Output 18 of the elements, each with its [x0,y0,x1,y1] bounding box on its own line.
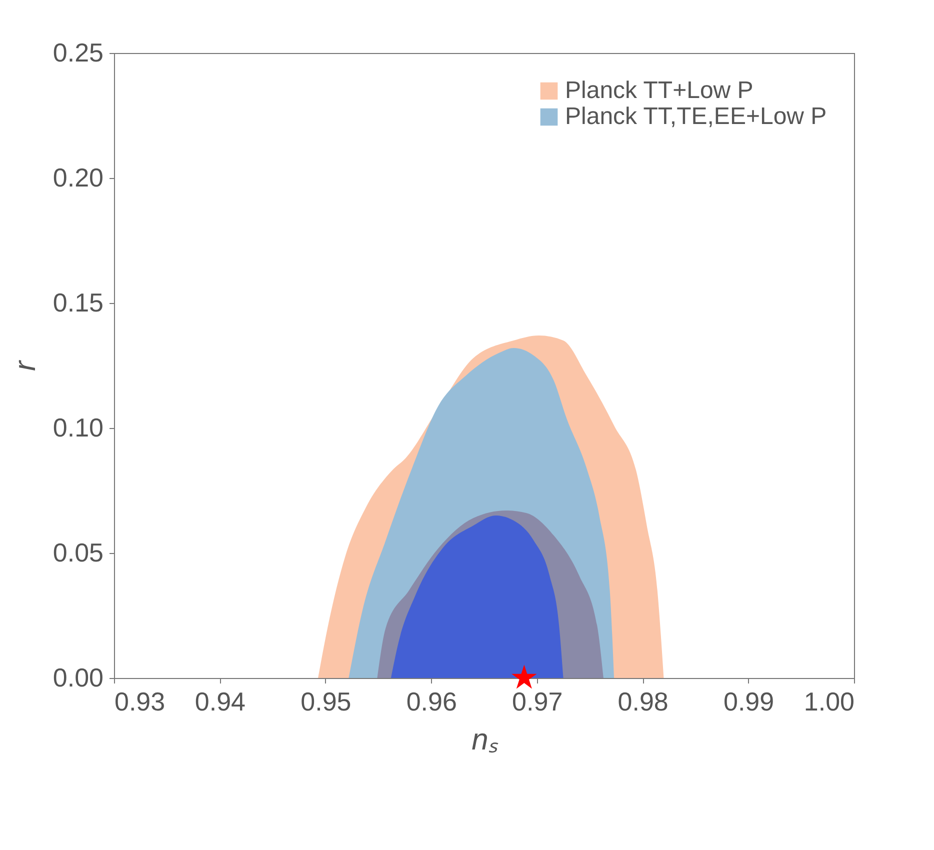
y-axis-title: r [8,360,42,371]
y-tick-label: 0.15 [52,288,104,318]
legend-label: Planck TT,TE,EE+Low P [565,103,827,130]
y-tick-label: 0.25 [52,38,104,68]
x-axis-title: nₛ [472,724,498,756]
x-tick-label: 1.00 [804,686,854,716]
x-tick-label: 0.97 [512,686,563,716]
y-tick-label: 0.10 [52,412,104,442]
x-tick-label: 0.99 [723,686,774,716]
x-tick-label: 0.95 [300,686,352,716]
x-tick-label: 0.93 [114,686,166,716]
y-tick-label: 0.05 [52,538,104,568]
x-tick-label: 0.94 [194,686,246,716]
y-tick-label: 0.00 [52,662,104,692]
y-tick-label: 0.20 [52,162,104,192]
legend-label: Planck TT+Low P [565,77,754,104]
x-tick-label: 0.96 [406,686,457,716]
x-tick-label: 0.98 [618,686,668,716]
